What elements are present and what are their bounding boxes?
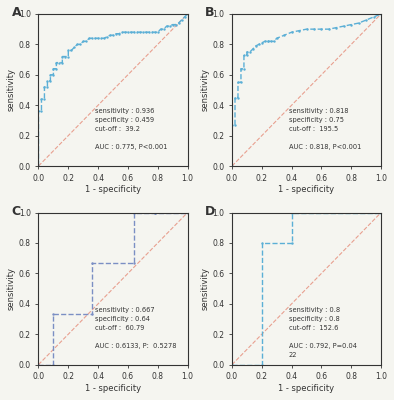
X-axis label: 1 - specificity: 1 - specificity bbox=[279, 384, 335, 393]
Text: C: C bbox=[12, 205, 21, 218]
X-axis label: 1 - specificity: 1 - specificity bbox=[279, 186, 335, 194]
Text: B: B bbox=[205, 6, 215, 19]
Text: D: D bbox=[205, 205, 216, 218]
X-axis label: 1 - specificity: 1 - specificity bbox=[85, 384, 141, 393]
Text: sensitivity : 0.936
specificity : 0.459
cut-off :  39.2

AUC : 0.775, P<0.001: sensitivity : 0.936 specificity : 0.459 … bbox=[95, 108, 167, 150]
Text: A: A bbox=[12, 6, 21, 19]
Y-axis label: sensitivity: sensitivity bbox=[201, 267, 210, 310]
Y-axis label: sensitivity: sensitivity bbox=[7, 68, 16, 112]
Text: sensitivity : 0.818
specificity : 0.75
cut-off :  195.5

AUC : 0.818, P<0.001: sensitivity : 0.818 specificity : 0.75 c… bbox=[289, 108, 361, 150]
Text: sensitivity : 0.667
specificity : 0.64
cut-off :  60.79

AUC : 0.6133, P:  0.527: sensitivity : 0.667 specificity : 0.64 c… bbox=[95, 307, 177, 349]
Y-axis label: sensitivity: sensitivity bbox=[201, 68, 210, 112]
X-axis label: 1 - specificity: 1 - specificity bbox=[85, 186, 141, 194]
Y-axis label: sensitivity: sensitivity bbox=[7, 267, 16, 310]
Text: sensitivity : 0.8
specificity : 0.8
cut-off :  152.6

AUC : 0.792, P=0.04
22: sensitivity : 0.8 specificity : 0.8 cut-… bbox=[289, 307, 357, 358]
